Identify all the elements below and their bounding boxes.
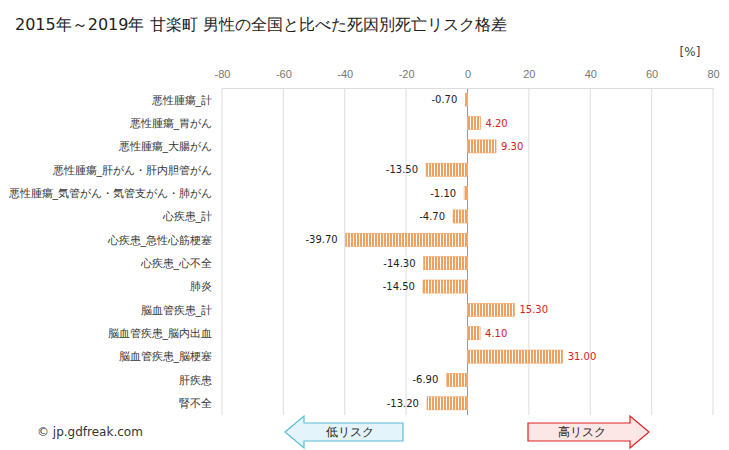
category-label: 悪性腫瘍_大腸がん xyxy=(118,140,213,153)
tick-label: 40 xyxy=(585,68,597,80)
x-axis: -80 -60 -40 -20 0 20 40 60 80 xyxy=(215,68,720,89)
chart: 2015年～2019年 甘楽町 男性の全国と比べた死因別死亡リスク格差 [%] -8… xyxy=(0,0,729,450)
tick: 60 xyxy=(646,68,658,88)
tick: -40 xyxy=(337,68,353,88)
title: 2015年～2019年 甘楽町 男性の全国と比べた死因別死亡リスク格差 xyxy=(15,15,507,34)
source: © jp.gdfreak.com xyxy=(37,425,143,439)
bars xyxy=(346,93,563,410)
y-axis: 悪性腫瘍_計悪性腫瘍_胃がん悪性腫瘍_大腸がん悪性腫瘍_肝がん・肝内胆管がん悪性… xyxy=(8,94,213,411)
category-label: 悪性腫瘍_胃がん xyxy=(129,117,213,130)
bar xyxy=(423,280,467,293)
axis-line xyxy=(223,88,714,89)
tick-label: 80 xyxy=(707,68,719,80)
tick-label: -80 xyxy=(215,68,231,80)
data-label: -39.70 xyxy=(305,234,337,245)
bar xyxy=(468,350,563,363)
grid-line xyxy=(651,88,652,415)
arrow-shape xyxy=(528,416,649,448)
tick-label: -20 xyxy=(399,68,415,80)
grid-line xyxy=(283,88,284,415)
data-label: -6.90 xyxy=(412,374,438,385)
grid-line xyxy=(590,88,591,415)
category-label: 肝疾患 xyxy=(179,374,212,387)
tick: 40 xyxy=(585,68,597,88)
grid xyxy=(222,88,713,415)
category-label: 悪性腫瘍_肝がん・肝内胆管がん xyxy=(52,164,213,177)
data-labels: -0.70 4.20 9.30 -13.50 -1.10 -4.70 -39.70 -14.3… xyxy=(305,94,596,409)
bar xyxy=(468,303,515,316)
tick: -80 xyxy=(215,68,231,88)
data-label: -1.10 xyxy=(430,188,456,199)
bar xyxy=(427,397,468,410)
tick-label: 60 xyxy=(646,68,658,80)
bar xyxy=(465,93,467,106)
grid-line xyxy=(222,88,223,415)
high-risk-arrow: 高リスク xyxy=(528,416,649,448)
axis-title: [%] xyxy=(680,45,701,59)
annotation: 高リスク xyxy=(558,425,606,439)
bar xyxy=(424,257,468,270)
tick-label: 20 xyxy=(523,68,535,80)
category-label: 肺炎 xyxy=(190,280,212,293)
arrow-shape xyxy=(285,416,403,448)
data-label: 4.10 xyxy=(485,328,507,339)
category-label: 脳血管疾患_計 xyxy=(141,304,213,317)
tick-label: -60 xyxy=(276,68,292,80)
grid-line xyxy=(528,88,529,415)
category-label: 脳血管疾患_脳内出血 xyxy=(108,327,213,340)
bar xyxy=(446,373,467,386)
data-label: 9.30 xyxy=(501,141,523,152)
bar xyxy=(453,210,467,223)
bar xyxy=(426,163,467,176)
tick: 80 xyxy=(707,68,719,88)
category-label: 心疾患_計 xyxy=(162,210,213,223)
tick: -20 xyxy=(399,68,415,88)
bar xyxy=(468,116,481,129)
data-label: -14.30 xyxy=(383,258,415,269)
grid-line xyxy=(406,88,407,415)
category-label: 腎不全 xyxy=(179,397,212,410)
bar xyxy=(346,233,468,246)
bar xyxy=(464,187,467,200)
data-label: 15.30 xyxy=(519,304,548,315)
data-label: -4.70 xyxy=(419,211,445,222)
category-label: 悪性腫瘍_気管がん・気管支がん・肺がん xyxy=(8,187,213,200)
data-label: -13.20 xyxy=(387,398,419,409)
category-label: 心疾患_急性心筋梗塞 xyxy=(107,234,213,247)
tick-label: 0 xyxy=(465,68,471,80)
bar xyxy=(468,327,481,340)
tick: 0 xyxy=(465,68,471,88)
data-label: -14.50 xyxy=(383,281,415,292)
annotation: 低リスク xyxy=(326,425,374,439)
data-label: 4.20 xyxy=(485,118,507,129)
bar xyxy=(468,140,497,153)
tick-label: -40 xyxy=(337,68,353,80)
grid-line xyxy=(344,88,345,415)
category-label: 心疾患_心不全 xyxy=(140,257,213,270)
category-label: 悪性腫瘍_計 xyxy=(151,94,213,107)
tick: 20 xyxy=(523,68,535,88)
data-label: -13.50 xyxy=(386,164,418,175)
data-label: 31.00 xyxy=(568,351,597,362)
low-risk-arrow: 低リスク xyxy=(285,416,403,448)
category-label: 脳血管疾患_脳梗塞 xyxy=(119,350,213,363)
data-label: -0.70 xyxy=(431,94,457,105)
grid-line xyxy=(467,88,468,415)
tick: -60 xyxy=(276,68,292,88)
grid-line xyxy=(713,88,714,415)
